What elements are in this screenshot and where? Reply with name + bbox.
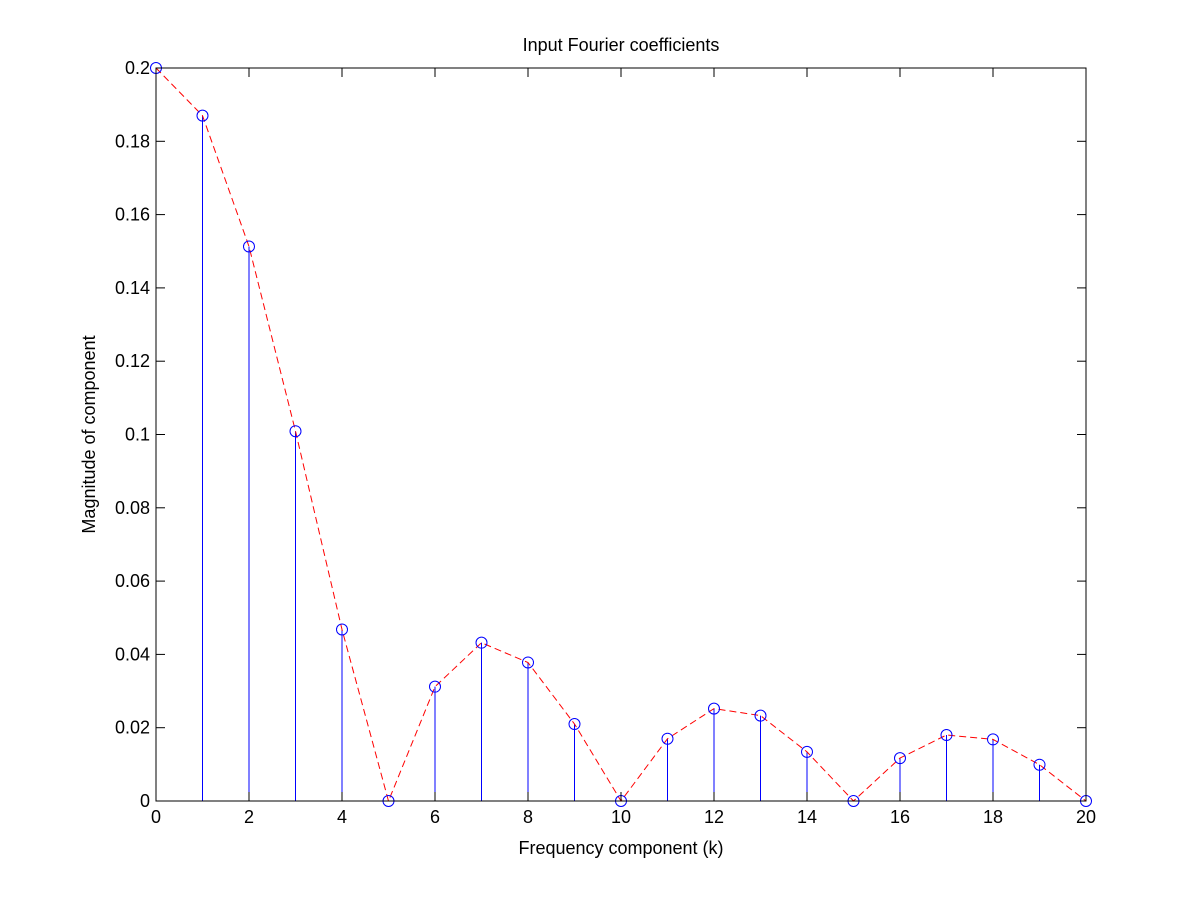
x-tick-label: 6 <box>430 807 440 827</box>
y-axis-label: Magnitude of component <box>79 335 99 533</box>
y-tick-label: 0.1 <box>125 425 150 445</box>
chart-title: Input Fourier coefficients <box>523 35 720 55</box>
x-tick-label: 12 <box>704 807 724 827</box>
y-tick-label: 0.14 <box>115 278 150 298</box>
stem-marker <box>289 425 302 438</box>
stem-marker <box>754 709 767 722</box>
y-tick-label: 0.02 <box>115 718 150 738</box>
ticks-layer: 0 2 4 6 8 10 12 14 16 18 20 0 0.02 0.04 0.06 0.08 0.1 0.1… <box>115 58 1096 827</box>
stem-marker <box>661 732 674 745</box>
stem-marker <box>708 702 720 715</box>
x-tick-label: 18 <box>983 807 1003 827</box>
stem-marker <box>196 109 209 122</box>
stem-marker <box>801 745 813 758</box>
stem-marker <box>894 752 906 765</box>
y-tick-label: 0.12 <box>115 351 150 371</box>
stem-marker <box>940 729 953 742</box>
x-axis-label: Frequency component (k) <box>518 838 723 858</box>
y-tick-label: 0.16 <box>115 205 150 225</box>
stem-marker <box>987 733 999 746</box>
y-tick-label: 0.2 <box>125 58 150 78</box>
x-tick-label: 10 <box>611 807 631 827</box>
x-tick-label: 16 <box>890 807 910 827</box>
y-tick-label: 0 <box>140 791 150 811</box>
stem-marker <box>522 656 534 669</box>
stem-marker <box>475 636 488 649</box>
x-tick-label: 8 <box>523 807 533 827</box>
y-tick-label: 0.08 <box>115 498 150 518</box>
x-tick-label: 0 <box>151 807 161 827</box>
x-tick-label: 4 <box>337 807 347 827</box>
stem-marker <box>1033 758 1046 771</box>
x-tick-label: 20 <box>1076 807 1096 827</box>
stem-marker <box>568 718 581 731</box>
stem-marker <box>243 240 255 253</box>
stem-marker <box>429 680 441 693</box>
x-tick-label: 2 <box>244 807 254 827</box>
y-tick-label: 0.06 <box>115 571 150 591</box>
y-tick-label: 0.18 <box>115 131 150 151</box>
y-tick-label: 0.04 <box>115 644 150 664</box>
x-tick-label: 14 <box>797 807 817 827</box>
stem-marker <box>336 623 348 636</box>
